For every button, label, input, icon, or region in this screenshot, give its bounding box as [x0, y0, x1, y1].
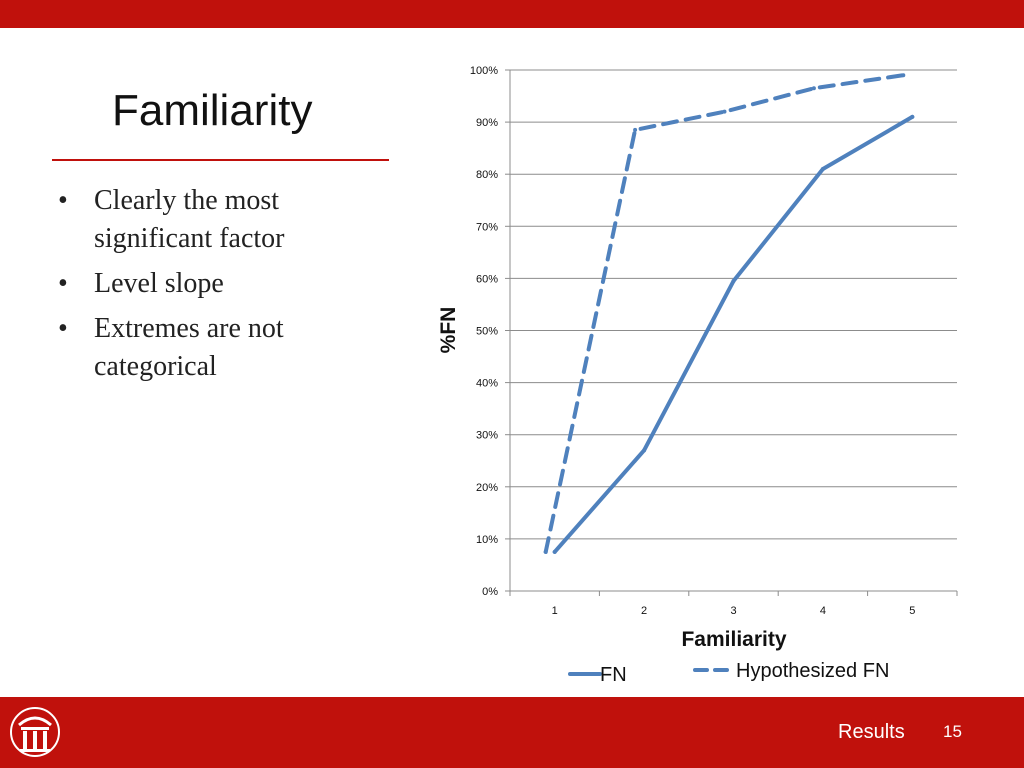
- top-banner: [0, 0, 1024, 28]
- y-tick-label: 0%: [482, 586, 498, 598]
- x-tick-label: 1: [552, 605, 558, 617]
- bullet-item: • Extremes are not categorical: [58, 310, 358, 386]
- y-tick-label: 10%: [476, 534, 498, 546]
- x-tick-label: 4: [820, 605, 826, 617]
- y-tick-label: 50%: [476, 326, 498, 338]
- y-tick-label: 30%: [476, 430, 498, 442]
- bullet-list: • Clearly the most significant factor • Le…: [58, 182, 358, 393]
- legend-label: FN: [600, 664, 627, 686]
- x-tick-label: 2: [641, 605, 647, 617]
- data-point: [901, 73, 906, 78]
- bullet-icon: •: [58, 185, 68, 216]
- footer-banner: [0, 697, 1024, 768]
- title-divider: [52, 159, 389, 161]
- data-point: [820, 166, 825, 171]
- y-tick-label: 20%: [476, 482, 498, 494]
- y-tick-label: 70%: [476, 221, 498, 233]
- page-number: 15: [943, 722, 962, 741]
- bullet-icon: •: [58, 313, 68, 344]
- line-chart: 0% 10% 20% 30% 40% 50% 60% 70% 80% 90% 100% 1 2 3 4 5 %…: [437, 65, 958, 686]
- data-point: [910, 114, 915, 119]
- slide-title: Familiarity: [112, 86, 313, 135]
- y-axis-title: %FN: [437, 307, 460, 354]
- y-tick-label: 80%: [476, 169, 498, 181]
- series-line-hypothesized-fn: [543, 73, 906, 554]
- bullet-icon: •: [58, 268, 68, 299]
- university-arch-logo: [10, 707, 60, 757]
- y-tick-label: 90%: [476, 117, 498, 129]
- data-point: [811, 86, 816, 91]
- bullet-text: Clearly the most significant factor: [94, 185, 285, 254]
- data-point: [552, 549, 557, 554]
- data-point: [642, 448, 647, 453]
- bullet-item: • Clearly the most significant factor: [58, 182, 358, 258]
- data-point: [731, 279, 736, 284]
- x-axis-title: Familiarity: [681, 628, 786, 651]
- x-tick-label: 5: [909, 605, 915, 617]
- legend-label: Hypothesized FN: [736, 660, 889, 682]
- bullet-text: Level slope: [94, 268, 224, 299]
- y-tick-label: 40%: [476, 378, 498, 390]
- y-tick-label: 60%: [476, 273, 498, 285]
- data-point: [543, 549, 548, 554]
- y-tick-label: 100%: [470, 65, 498, 77]
- bullet-item: • Level slope: [58, 265, 358, 303]
- x-tick-label: 3: [730, 605, 736, 617]
- footer-section-label: Results: [838, 721, 905, 743]
- data-point: [633, 127, 638, 132]
- data-point: [722, 109, 727, 114]
- bullet-text: Extremes are not categorical: [94, 313, 284, 382]
